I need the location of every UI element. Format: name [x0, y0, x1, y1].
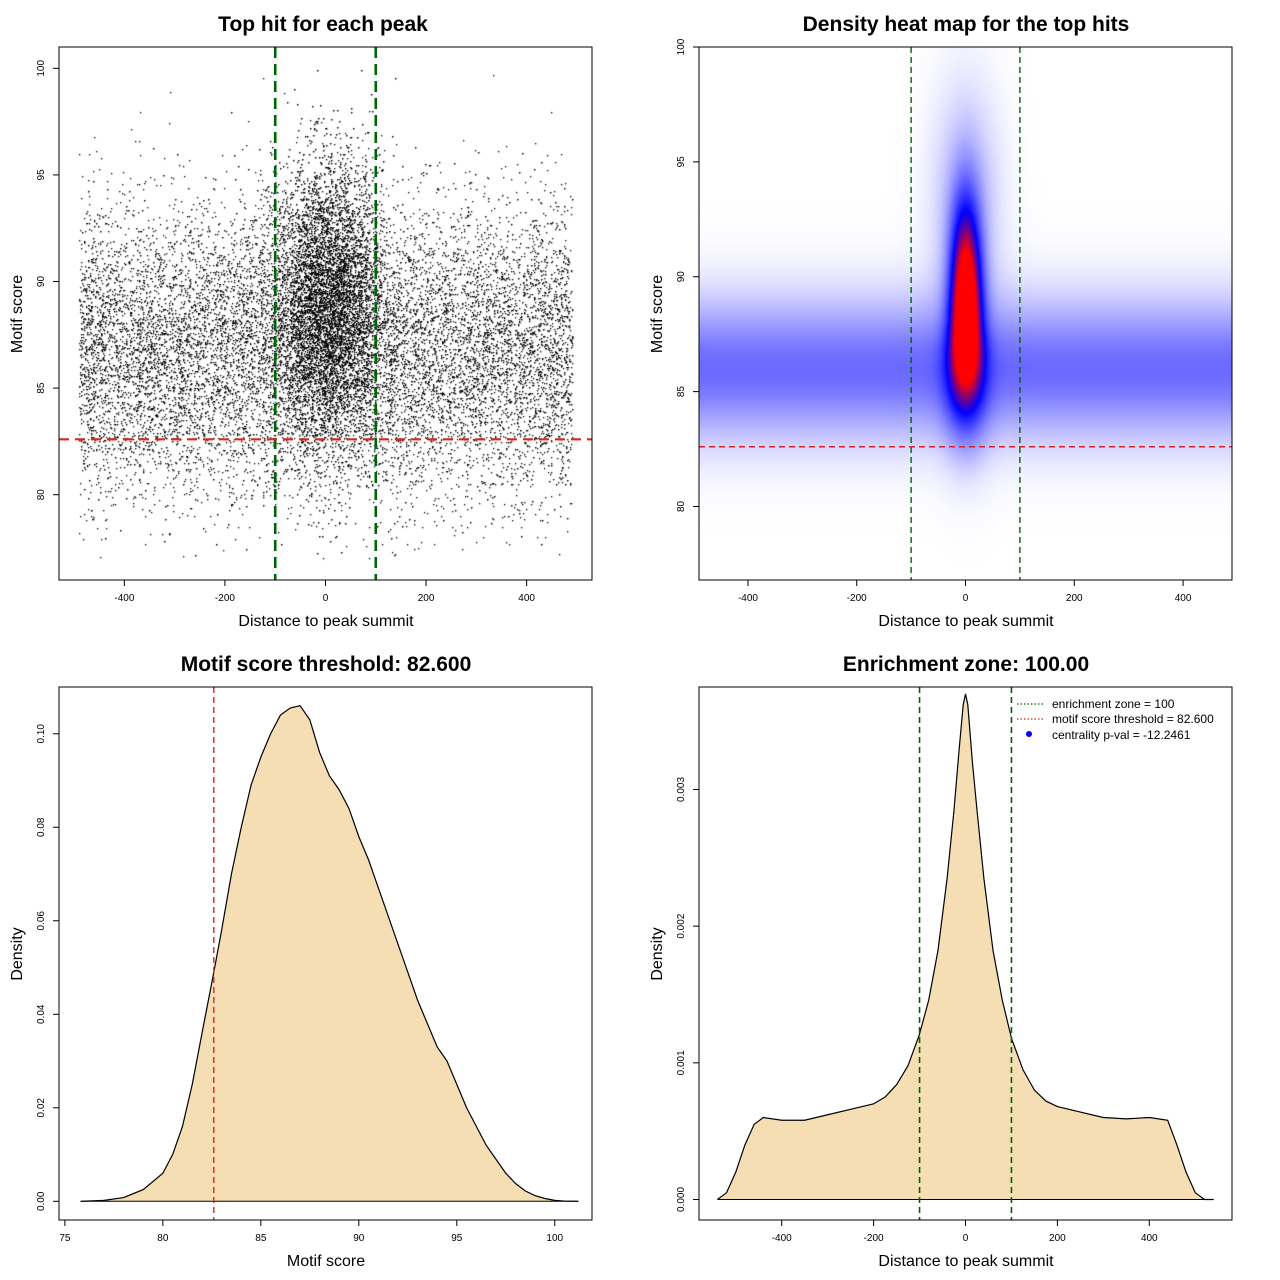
y-tick-label: 100: [676, 38, 687, 55]
scatter-title: Top hit for each peak: [218, 13, 428, 36]
y-tick-label: 0.06: [36, 911, 47, 931]
x-tick-label: -200: [847, 593, 867, 604]
score-density-curve: [80, 705, 579, 1202]
heatmap-frame: [698, 46, 1233, 581]
x-tick-label: 400: [1175, 593, 1192, 604]
density-heatmap: [699, 47, 1232, 580]
heatmap-panel: Density heat map for the top hits Distan…: [649, 13, 1233, 630]
legend-point-pval: [1026, 731, 1032, 737]
x-tick-label: -200: [864, 1233, 884, 1244]
y-tick-label: 0.002: [676, 913, 687, 938]
y-tick-label: 85: [676, 386, 687, 398]
y-tick-label: 95: [36, 169, 47, 181]
y-tick-label: 0.04: [36, 1004, 47, 1024]
x-tick-label: 0: [963, 1233, 969, 1244]
x-tick-label: -400: [738, 593, 758, 604]
y-tick-label: 0.00: [36, 1191, 47, 1211]
enrichment-density-curve: [717, 693, 1214, 1201]
x-tick-label: 75: [59, 1233, 71, 1244]
heatmap-xlabel: Distance to peak summit: [878, 613, 1054, 630]
heatmap-title: Density heat map for the top hits: [803, 13, 1130, 36]
y-tick-label: 90: [676, 271, 687, 283]
score-density-title: Motif score threshold: 82.600: [181, 653, 472, 676]
y-tick-label: 85: [36, 382, 47, 394]
x-tick-label: 400: [518, 593, 535, 604]
x-tick-label: 400: [1141, 1233, 1158, 1244]
x-tick-label: 0: [963, 593, 969, 604]
y-tick-label: 95: [676, 156, 687, 168]
legend-label-pval: centrality p-val = -12.2461: [1052, 728, 1191, 742]
y-tick-label: 0.08: [36, 817, 47, 837]
scatter-ylabel: Motif score: [9, 275, 26, 353]
x-tick-label: 85: [255, 1233, 267, 1244]
scatter-panel: Top hit for each peak Distance to peak s…: [9, 13, 593, 630]
enrichment-density-panel: Enrichment zone: 100.00 Distance to peak…: [649, 653, 1233, 1270]
y-tick-label: 0.001: [676, 1050, 687, 1075]
score-density-frame: [58, 686, 593, 1221]
x-tick-label: 100: [546, 1233, 563, 1244]
x-tick-label: 0: [323, 593, 329, 604]
x-tick-label: 200: [1049, 1233, 1066, 1244]
legend: enrichment zone = 100 motif score thresh…: [1017, 697, 1214, 742]
x-tick-label: -400: [772, 1233, 792, 1244]
scatter-frame: [58, 46, 593, 581]
score-density-ylabel: Density: [9, 927, 26, 980]
enrichment-frame: [698, 686, 1233, 1221]
legend-label-threshold: motif score threshold = 82.600: [1052, 712, 1214, 726]
y-tick-label: 0.10: [36, 724, 47, 744]
x-tick-label: 200: [418, 593, 435, 604]
x-tick-label: -200: [215, 593, 235, 604]
x-tick-label: 90: [353, 1233, 365, 1244]
x-tick-label: 95: [451, 1233, 463, 1244]
y-tick-label: 0.02: [36, 1098, 47, 1118]
score-density-xlabel: Motif score: [287, 1253, 365, 1270]
y-tick-label: 100: [36, 60, 47, 77]
y-tick-label: 80: [676, 500, 687, 512]
enrichment-title: Enrichment zone: 100.00: [843, 653, 1089, 676]
y-tick-label: 0.000: [676, 1187, 687, 1212]
y-tick-label: 0.003: [676, 777, 687, 802]
x-tick-label: 80: [157, 1233, 169, 1244]
enrichment-density-area: [717, 693, 1214, 1200]
x-tick-label: 200: [1066, 593, 1083, 604]
x-tick-label: -400: [114, 593, 134, 604]
score-density-area: [80, 705, 579, 1202]
scatter-xlabel: Distance to peak summit: [238, 613, 414, 630]
y-tick-label: 80: [36, 489, 47, 501]
y-tick-label: 90: [36, 276, 47, 288]
legend-label-enrichment: enrichment zone = 100: [1052, 697, 1175, 711]
enrichment-xlabel: Distance to peak summit: [878, 1253, 1054, 1270]
heatmap-ylabel: Motif score: [649, 275, 666, 353]
score-density-panel: Motif score threshold: 82.600 Motif scor…: [9, 653, 593, 1270]
scatter-points: [59, 47, 592, 580]
enrichment-ylabel: Density: [649, 927, 666, 980]
